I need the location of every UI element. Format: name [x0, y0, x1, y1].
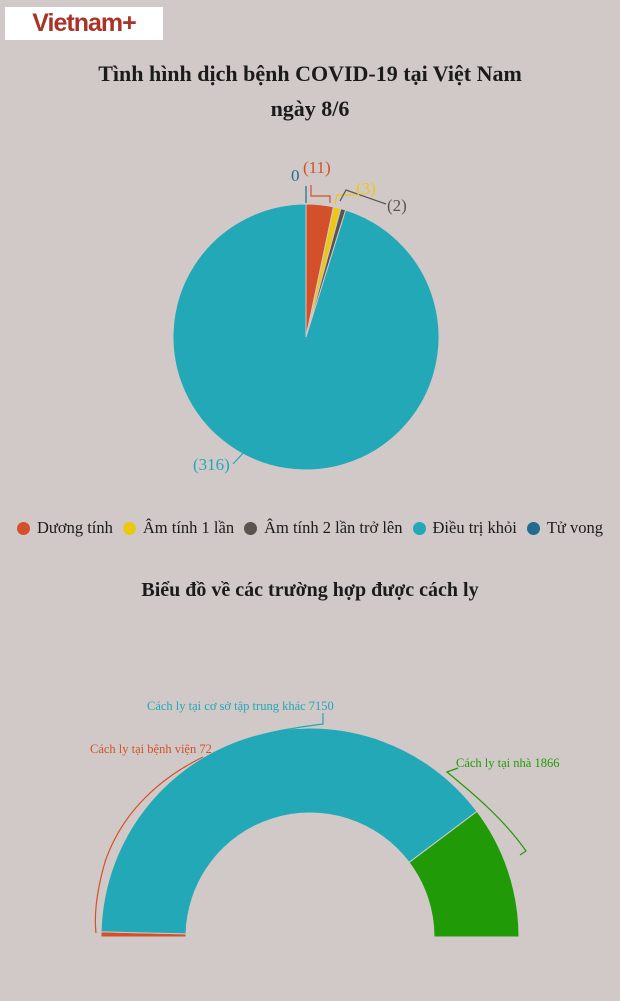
legend-item-positive: Dương tính	[17, 518, 113, 538]
pie-label-negative-twice: (2)	[387, 196, 407, 215]
pie-label-positive: (11)	[303, 158, 331, 177]
leader-positive	[310, 185, 331, 203]
donut-label-centralized: Cách ly tại cơ sở tập trung khác 7150	[147, 699, 334, 713]
legend-swatch-positive	[17, 521, 30, 535]
leader-recovered	[232, 449, 275, 465]
legend-label-deaths: Tử vong	[546, 518, 603, 537]
vietnamplus-logo-text: Vietnam+	[32, 9, 136, 37]
pie-chart-title-line2: ngày 8/6	[270, 96, 350, 121]
legend-item-recovered: Điều trị khỏi	[412, 518, 517, 538]
pie-slice-3	[172, 203, 440, 471]
legend-swatch-negative-once	[122, 521, 136, 535]
legend-swatch-deaths	[526, 521, 540, 535]
legend-label-negative-once: Âm tính 1 lần	[142, 518, 235, 537]
pie-chart-title: Tình hình dịch bệnh COVID-19 tại Việt Na…	[0, 56, 620, 126]
legend-swatch-negative-twice	[244, 521, 258, 535]
leader-negative-twice	[339, 189, 387, 205]
leader-negative-once	[334, 194, 355, 205]
legend-item-negative-twice: Âm tính 2 lần trở lên	[244, 518, 403, 538]
pie-label-negative-once: (3)	[356, 179, 376, 198]
pie-chart-title-line1: Tình hình dịch bệnh COVID-19 tại Việt Na…	[98, 61, 522, 86]
legend-item-negative-once: Âm tính 1 lần	[122, 518, 235, 538]
donut-label-hospital: Cách ly tại bệnh viện 72	[90, 742, 212, 756]
legend-swatch-recovered	[412, 521, 426, 535]
leader-hospital	[94, 756, 204, 934]
legend-item-deaths: Tử vong	[526, 518, 603, 538]
pie-legend: Dương tính Âm tính 1 lần Âm tính 2 lần t…	[0, 518, 620, 538]
legend-label-negative-twice: Âm tính 2 lần trở lên	[264, 518, 403, 537]
donut-segment-1	[100, 727, 478, 935]
donut-label-home: Cách ly tại nhà 1866	[456, 756, 560, 770]
legend-label-recovered: Điều trị khỏi	[432, 518, 517, 537]
legend-label-positive: Dương tính	[37, 518, 113, 537]
donut-chart-title: Biểu đồ về các trường hợp được cách ly	[141, 579, 479, 601]
pie-label-recovered: (316)	[193, 455, 230, 474]
pie-label-deaths: 0	[291, 166, 300, 185]
leader-centralized	[258, 713, 324, 742]
leader-home	[445, 767, 527, 856]
donut-segment-2	[408, 810, 520, 938]
vietnamplus-logo: Vietnam+	[5, 7, 163, 40]
